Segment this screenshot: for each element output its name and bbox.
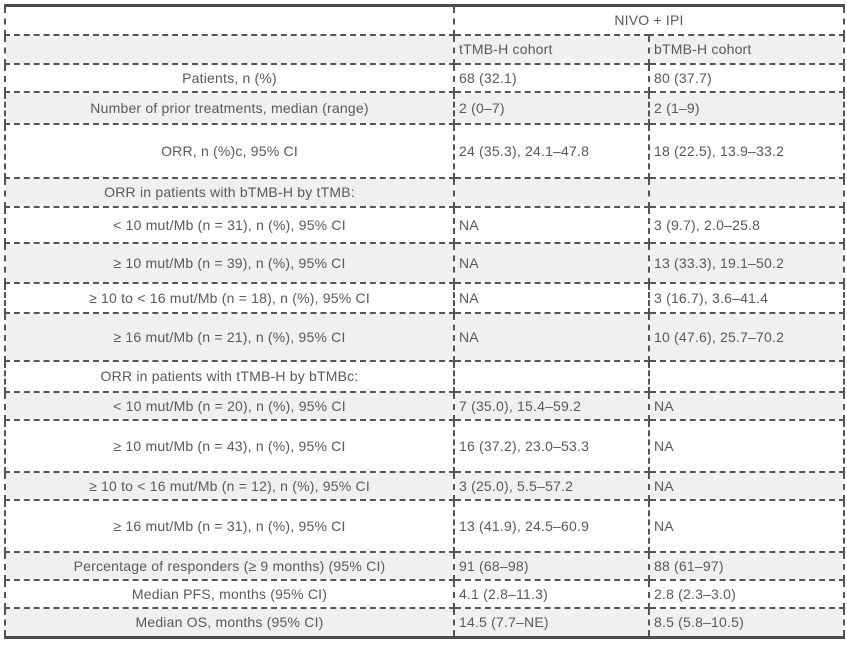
row-label: < 10 mut/Mb (n = 20), n (%), 95% CI: [4, 390, 455, 421]
results-table-body: Patients, n (%) 68 (32.1) 80 (37.7) Number …: [4, 62, 845, 639]
table-row: < 10 mut/Mb (n = 20), n (%), 95% CI 7 (35…: [4, 390, 845, 421]
row-label: Median OS, months (95% CI): [4, 606, 455, 639]
value-cell-ttmb: 68 (32.1): [453, 62, 650, 93]
table-row: < 10 mut/Mb (n = 31), n (%), 95% CI NA 3 (…: [4, 205, 845, 244]
table-row: ≥ 10 mut/Mb (n = 43), n (%), 95% CI 16 (3…: [4, 418, 845, 473]
row-label: Number of prior treatments, median (rang…: [4, 90, 455, 125]
empty-header-cell: [4, 33, 455, 65]
table-row: Median PFS, months (95% CI) 4.1 (2.8–11.3…: [4, 578, 845, 609]
value-cell-btmb: NA: [648, 498, 845, 553]
row-label: Median PFS, months (95% CI): [4, 578, 455, 609]
value-cell-ttmb: 7 (35.0), 15.4–59.2: [453, 390, 650, 421]
row-label: ORR, n (%)c, 95% CI: [4, 122, 455, 179]
value-cell-ttmb: 16 (37.2), 23.0–53.3: [453, 418, 650, 473]
value-cell-btmb: 10 (47.6), 25.7–70.2: [648, 311, 845, 362]
value-cell-btmb: [648, 176, 845, 208]
value-cell-ttmb: NA: [453, 241, 650, 284]
row-label: ≥ 10 to < 16 mut/Mb (n = 12), n (%), 95%…: [4, 470, 455, 501]
value-cell-btmb: 88 (61–97): [648, 550, 845, 581]
value-cell-ttmb: 3 (25.0), 5.5–57.2: [453, 470, 650, 501]
results-table: NIVO + IPI tTMB-H cohort bTMB-H cohort P…: [4, 4, 845, 639]
value-cell-btmb: 3 (16.7), 3.6–41.4: [648, 281, 845, 314]
row-label: ORR in patients with tTMB-H by bTMBc:: [4, 359, 455, 393]
value-cell-ttmb: 2 (0–7): [453, 90, 650, 125]
value-cell-ttmb: 91 (68–98): [453, 550, 650, 581]
column-header-row: tTMB-H cohort bTMB-H cohort: [4, 33, 845, 65]
value-cell-btmb: 2 (1–9): [648, 90, 845, 125]
column-header-btmb: bTMB-H cohort: [648, 33, 845, 65]
table-row: Number of prior treatments, median (rang…: [4, 90, 845, 125]
value-cell-ttmb: NA: [453, 281, 650, 314]
table-container: NIVO + IPI tTMB-H cohort bTMB-H cohort P…: [4, 4, 845, 639]
value-cell-ttmb: 14.5 (7.7–NE): [453, 606, 650, 639]
table-row: ≥ 10 to < 16 mut/Mb (n = 18), n (%), 95%…: [4, 281, 845, 314]
row-label: ≥ 10 mut/Mb (n = 43), n (%), 95% CI: [4, 418, 455, 473]
value-cell-ttmb: 24 (35.3), 24.1–47.8: [453, 122, 650, 179]
value-cell-btmb: 18 (22.5), 13.9–33.2: [648, 122, 845, 179]
row-label: ≥ 10 to < 16 mut/Mb (n = 18), n (%), 95%…: [4, 281, 455, 314]
table-row: ORR in patients with tTMB-H by bTMBc:: [4, 359, 845, 393]
value-cell-btmb: 2.8 (2.3–3.0): [648, 578, 845, 609]
value-cell-btmb: 80 (37.7): [648, 62, 845, 93]
table-row: ≥ 16 mut/Mb (n = 31), n (%), 95% CI 13 (4…: [4, 498, 845, 553]
row-label: Percentage of responders (≥ 9 months) (9…: [4, 550, 455, 581]
table-row: ORR in patients with bTMB-H by tTMB:: [4, 176, 845, 208]
value-cell-btmb: [648, 359, 845, 393]
value-cell-btmb: 3 (9.7), 2.0–25.8: [648, 205, 845, 244]
value-cell-btmb: NA: [648, 390, 845, 421]
group-header-row: NIVO + IPI: [4, 4, 845, 36]
table-row: ≥ 10 mut/Mb (n = 39), n (%), 95% CI NA 13 …: [4, 241, 845, 284]
table-row: ORR, n (%)c, 95% CI 24 (35.3), 24.1–47.8 1…: [4, 122, 845, 179]
row-label: ≥ 16 mut/Mb (n = 31), n (%), 95% CI: [4, 498, 455, 553]
table-row: Patients, n (%) 68 (32.1) 80 (37.7): [4, 62, 845, 93]
value-cell-btmb: NA: [648, 470, 845, 501]
value-cell-ttmb: NA: [453, 311, 650, 362]
empty-corner-cell: [4, 4, 455, 36]
group-header-label: NIVO + IPI: [453, 4, 845, 36]
value-cell-ttmb: 13 (41.9), 24.5–60.9: [453, 498, 650, 553]
row-label: < 10 mut/Mb (n = 31), n (%), 95% CI: [4, 205, 455, 244]
value-cell-btmb: 13 (33.3), 19.1–50.2: [648, 241, 845, 284]
row-label: ≥ 10 mut/Mb (n = 39), n (%), 95% CI: [4, 241, 455, 284]
table-row: Percentage of responders (≥ 9 months) (9…: [4, 550, 845, 581]
row-label: ≥ 16 mut/Mb (n = 21), n (%), 95% CI: [4, 311, 455, 362]
table-row: ≥ 16 mut/Mb (n = 21), n (%), 95% CI NA 10 …: [4, 311, 845, 362]
value-cell-ttmb: 4.1 (2.8–11.3): [453, 578, 650, 609]
table-row: ≥ 10 to < 16 mut/Mb (n = 12), n (%), 95%…: [4, 470, 845, 501]
value-cell-btmb: NA: [648, 418, 845, 473]
table-row: Median OS, months (95% CI) 14.5 (7.7–NE) 8…: [4, 606, 845, 639]
column-header-ttmb: tTMB-H cohort: [453, 33, 650, 65]
row-label: ORR in patients with bTMB-H by tTMB:: [4, 176, 455, 208]
value-cell-ttmb: [453, 359, 650, 393]
row-label: Patients, n (%): [4, 62, 455, 93]
value-cell-ttmb: NA: [453, 205, 650, 244]
value-cell-btmb: 8.5 (5.8–10.5): [648, 606, 845, 639]
value-cell-ttmb: [453, 176, 650, 208]
